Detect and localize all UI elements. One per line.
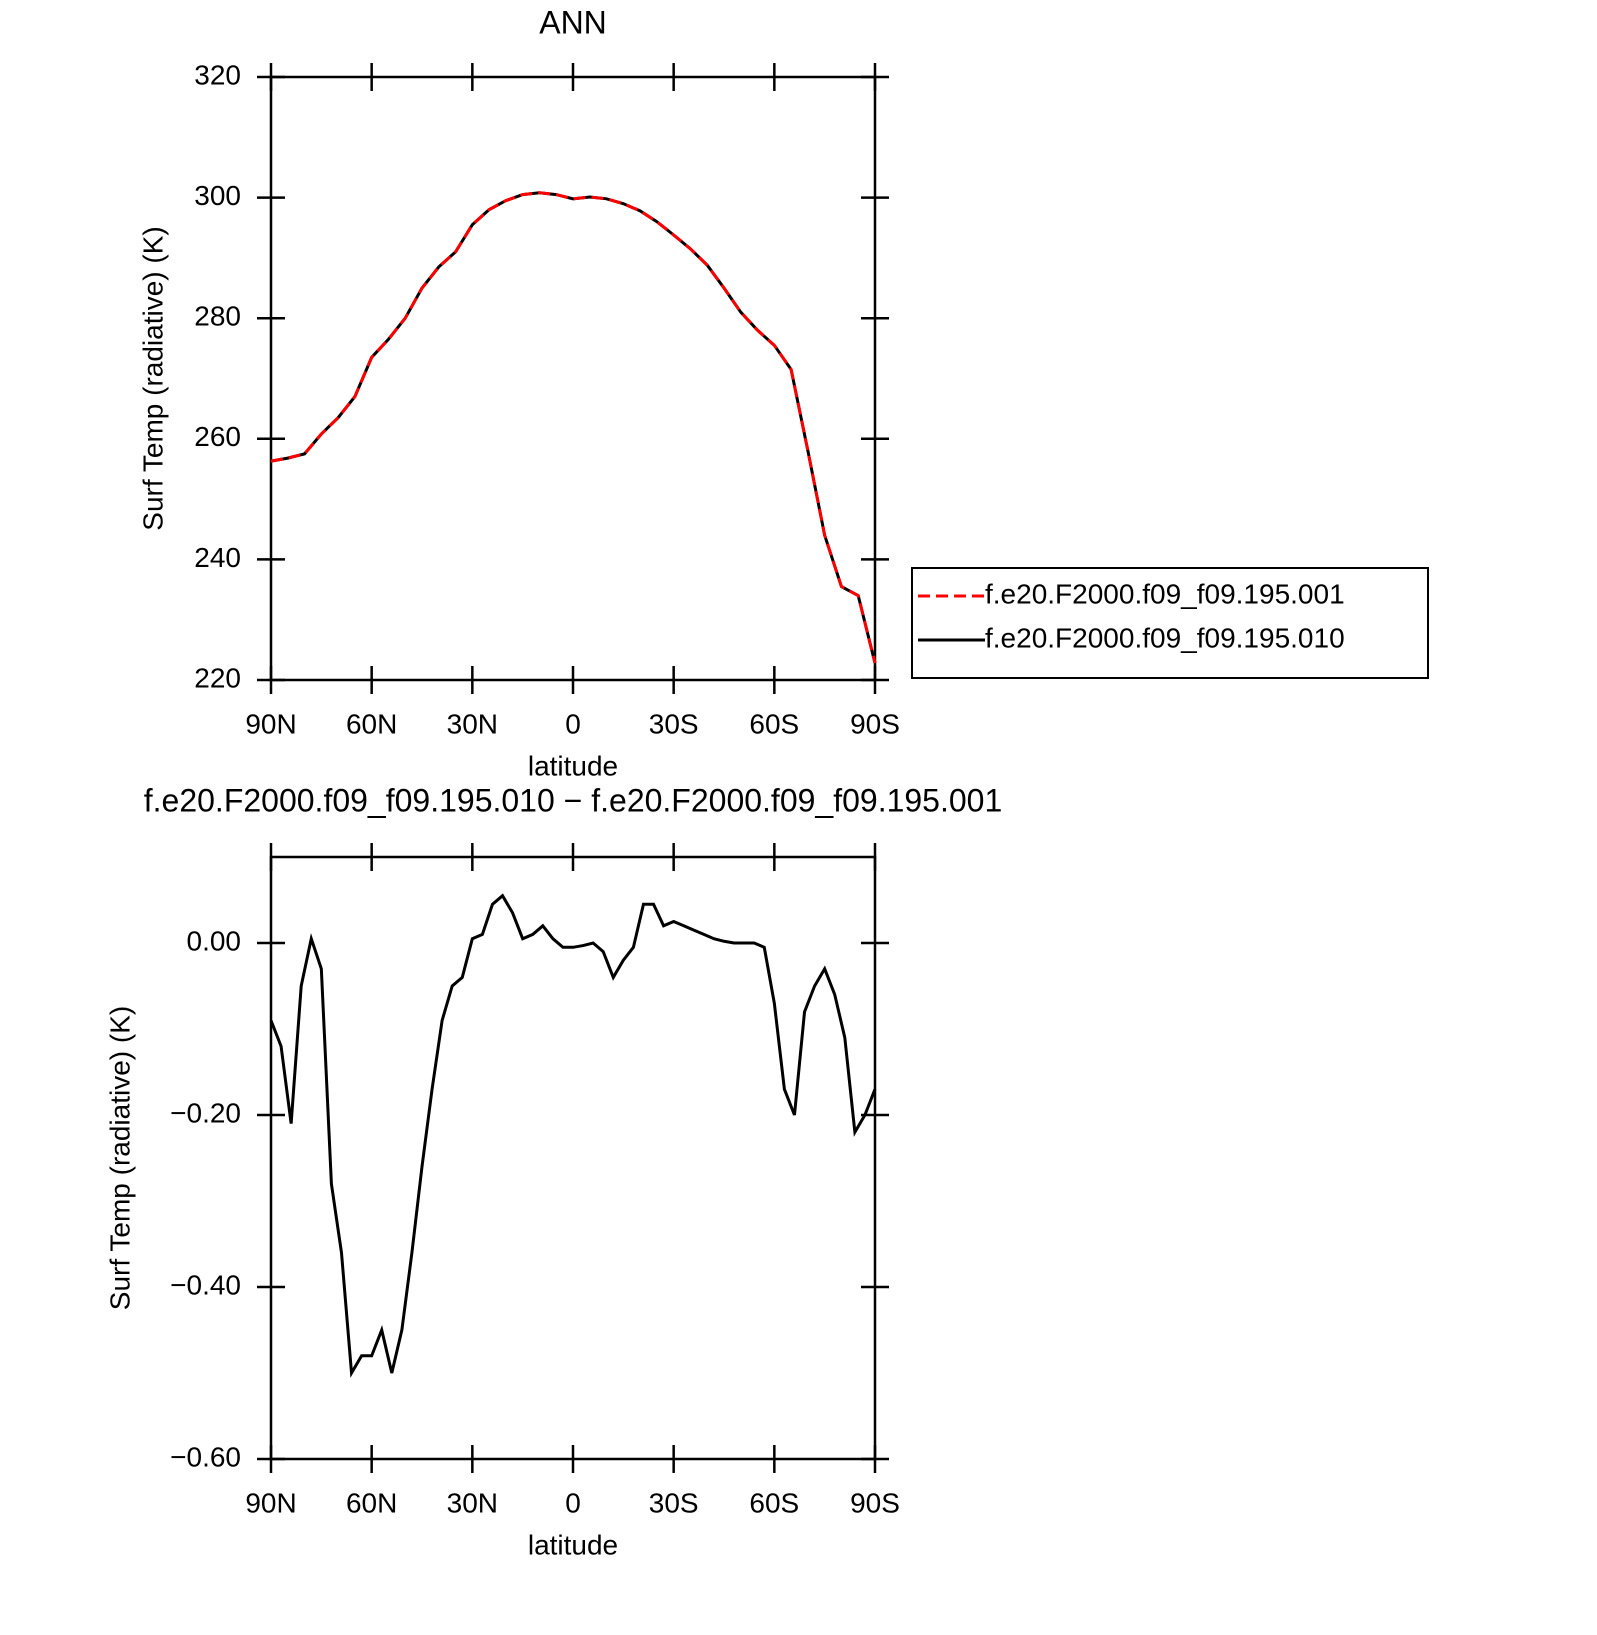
y-tick-label: 280 <box>194 301 241 332</box>
x-tick-label: 30N <box>447 708 498 739</box>
x-tick-label: 60N <box>346 1487 397 1518</box>
x-tick-label: 30S <box>649 1487 699 1518</box>
y-tick-label: 0.00 <box>187 925 242 956</box>
data-line <box>269 893 877 1378</box>
y-tick-label: −0.20 <box>170 1097 241 1128</box>
x-tick-label: 90S <box>850 1487 900 1518</box>
x-tick-label: 90N <box>245 708 296 739</box>
legend-label: f.e20.F2000.f09_f09.195.010 <box>985 622 1345 653</box>
x-tick-label: 30S <box>649 708 699 739</box>
x-tick-label: 60S <box>749 708 799 739</box>
y-tick-label: 240 <box>194 542 241 573</box>
legend-label: f.e20.F2000.f09_f09.195.001 <box>985 578 1345 609</box>
y-tick-label: 260 <box>194 421 241 452</box>
y-tick-label: 320 <box>194 59 241 90</box>
y-tick-label: 220 <box>194 662 241 693</box>
y-tick-label: −0.40 <box>170 1269 241 1300</box>
legend-box <box>911 567 1429 679</box>
x-tick-label: 30N <box>447 1487 498 1518</box>
x-tick-label: 0 <box>565 708 581 739</box>
x-tick-label: 90S <box>850 708 900 739</box>
x-tick-label: 60S <box>749 1487 799 1518</box>
data-line <box>270 191 877 664</box>
y-axis-label: Surf Temp (radiative) (K) <box>137 226 168 530</box>
chart-title: ANN <box>539 4 607 40</box>
x-axis-label: latitude <box>528 750 618 781</box>
y-tick-label: −0.60 <box>170 1441 241 1472</box>
chart-title: f.e20.F2000.f09_f09.195.010 − f.e20.F200… <box>144 782 1003 818</box>
x-tick-label: 0 <box>565 1487 581 1518</box>
x-tick-label: 60N <box>346 708 397 739</box>
y-tick-label: 300 <box>194 180 241 211</box>
data-line <box>270 191 877 664</box>
x-axis-label: latitude <box>528 1529 618 1560</box>
x-tick-label: 90N <box>245 1487 296 1518</box>
y-axis-label: Surf Temp (radiative) (K) <box>104 1006 135 1310</box>
